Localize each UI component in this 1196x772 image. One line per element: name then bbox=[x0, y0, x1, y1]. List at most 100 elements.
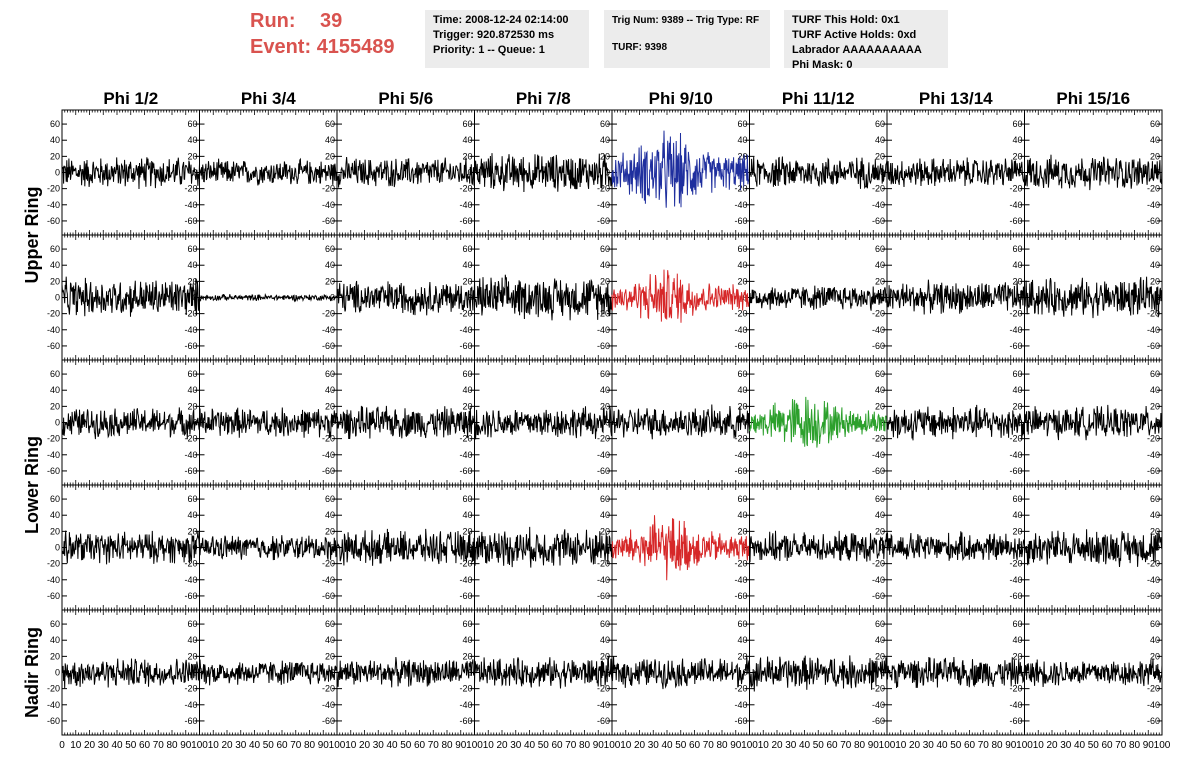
y-tick-label: 0 bbox=[55, 668, 60, 678]
y-tick-label: 40 bbox=[1150, 510, 1160, 520]
y-tick-label: 20 bbox=[1012, 151, 1022, 161]
y-tick-label: 20 bbox=[600, 276, 610, 286]
y-tick-label: -20 bbox=[734, 684, 747, 694]
y-tick-label: 20 bbox=[737, 151, 747, 161]
event-value: 4155489 bbox=[316, 36, 395, 58]
y-tick-label: 20 bbox=[325, 651, 335, 661]
y-tick-label: 40 bbox=[50, 510, 60, 520]
y-tick-label: -20 bbox=[184, 559, 197, 569]
run-value: 39 bbox=[320, 10, 343, 32]
waveform-trace-r5-c6 bbox=[749, 655, 888, 692]
run-event-header: Run: 39 Event: 4155489 bbox=[250, 8, 420, 66]
y-tick-label: 60 bbox=[1150, 369, 1160, 379]
y-tick-label: 60 bbox=[737, 619, 747, 629]
y-tick-label: 20 bbox=[462, 651, 472, 661]
y-tick-label: -60 bbox=[872, 341, 885, 351]
waveform-trace-r5-c7 bbox=[886, 656, 1025, 689]
waveform-trace-r3-c4 bbox=[474, 406, 613, 440]
time-text: Time: 2008-12-24 02:14:00 bbox=[433, 14, 569, 26]
waveform-trace-r1-c8 bbox=[1024, 154, 1163, 191]
y-tick-label: 60 bbox=[875, 494, 885, 504]
y-tick-label: 0 bbox=[880, 418, 885, 428]
y-tick-label: -40 bbox=[47, 200, 60, 210]
y-tick-label: -20 bbox=[597, 434, 610, 444]
y-tick-label: -40 bbox=[47, 325, 60, 335]
y-tick-label: -60 bbox=[734, 216, 747, 226]
y-tick-label: -20 bbox=[734, 434, 747, 444]
y-tick-label: 60 bbox=[50, 369, 60, 379]
waveform-trace-r3-c3 bbox=[336, 405, 475, 440]
y-tick-label: 20 bbox=[187, 526, 197, 536]
y-tick-label: 60 bbox=[50, 494, 60, 504]
y-tick-label: 20 bbox=[875, 401, 885, 411]
y-tick-label: -40 bbox=[459, 450, 472, 460]
waveform-trace-r4-c5 bbox=[611, 515, 750, 581]
y-tick-label: 60 bbox=[187, 244, 197, 254]
y-tick-label: 20 bbox=[187, 276, 197, 286]
y-tick-label: 40 bbox=[875, 135, 885, 145]
y-tick-label: 20 bbox=[325, 401, 335, 411]
y-tick-label: -40 bbox=[597, 575, 610, 585]
y-tick-label: 0 bbox=[605, 418, 610, 428]
y-tick-label: -60 bbox=[1009, 716, 1022, 726]
y-tick-label: -20 bbox=[184, 434, 197, 444]
waveform-trace-r2-c7 bbox=[886, 279, 1025, 315]
column-header-1: Phi 1/2 bbox=[103, 89, 158, 108]
y-tick-label: 0 bbox=[467, 668, 472, 678]
y-tick-label: 20 bbox=[600, 651, 610, 661]
y-tick-label: -20 bbox=[459, 684, 472, 694]
y-tick-label: 60 bbox=[1012, 494, 1022, 504]
y-tick-label: -40 bbox=[1009, 325, 1022, 335]
y-tick-label: -40 bbox=[1009, 700, 1022, 710]
waveform-trace-r3-c7 bbox=[886, 404, 1025, 441]
y-tick-label: 40 bbox=[1012, 635, 1022, 645]
y-tick-label: 40 bbox=[187, 385, 197, 395]
y-tick-label: -20 bbox=[322, 184, 335, 194]
y-tick-label: 60 bbox=[50, 119, 60, 129]
y-tick-label: -60 bbox=[597, 216, 610, 226]
column-header-6: Phi 11/12 bbox=[782, 89, 855, 108]
y-tick-label: -20 bbox=[872, 309, 885, 319]
turf-info-box: TURF This Hold: 0x1 TURF Active Holds: 0… bbox=[784, 10, 948, 71]
y-tick-label: 60 bbox=[187, 119, 197, 129]
y-tick-label: 20 bbox=[325, 276, 335, 286]
waveform-trace-r4-c2 bbox=[199, 535, 338, 561]
time-info-box: Time: 2008-12-24 02:14:00 Trigger: 920.8… bbox=[425, 10, 589, 68]
y-tick-label: 20 bbox=[50, 651, 60, 661]
y-tick-label: 20 bbox=[875, 151, 885, 161]
y-tick-label: -60 bbox=[47, 466, 60, 476]
y-tick-label: -40 bbox=[47, 575, 60, 585]
y-tick-label: -40 bbox=[459, 200, 472, 210]
y-tick-label: -20 bbox=[872, 184, 885, 194]
y-tick-label: 60 bbox=[187, 619, 197, 629]
waveform-trace-r2-c4 bbox=[474, 274, 613, 321]
y-tick-label: -20 bbox=[47, 434, 60, 444]
y-tick-label: -40 bbox=[597, 200, 610, 210]
y-tick-label: 20 bbox=[737, 401, 747, 411]
y-tick-label: -60 bbox=[184, 216, 197, 226]
y-tick-label: 40 bbox=[1012, 510, 1022, 520]
y-tick-label: 60 bbox=[600, 244, 610, 254]
y-tick-label: 20 bbox=[1012, 651, 1022, 661]
y-tick-label: 0 bbox=[742, 168, 747, 178]
row-label-nadir-ring: Nadir Ring bbox=[22, 627, 42, 718]
y-tick-label: 0 bbox=[1017, 293, 1022, 303]
y-tick-label: 20 bbox=[1150, 526, 1160, 536]
y-tick-label: 60 bbox=[600, 619, 610, 629]
y-tick-label: -40 bbox=[459, 325, 472, 335]
y-tick-label: -20 bbox=[1147, 309, 1160, 319]
y-tick-label: -60 bbox=[1009, 216, 1022, 226]
y-tick-label: 40 bbox=[737, 635, 747, 645]
y-tick-label: 20 bbox=[600, 401, 610, 411]
y-tick-label: -60 bbox=[459, 341, 472, 351]
y-tick-label: 40 bbox=[1150, 260, 1160, 270]
y-tick-label: -20 bbox=[184, 184, 197, 194]
y-tick-label: -20 bbox=[184, 684, 197, 694]
y-tick-label: 40 bbox=[737, 385, 747, 395]
y-tick-label: -60 bbox=[47, 341, 60, 351]
y-tick-label: 60 bbox=[875, 119, 885, 129]
y-tick-label: 20 bbox=[50, 276, 60, 286]
y-tick-label: 60 bbox=[462, 369, 472, 379]
y-tick-label: 60 bbox=[325, 244, 335, 254]
y-tick-label: 20 bbox=[325, 526, 335, 536]
